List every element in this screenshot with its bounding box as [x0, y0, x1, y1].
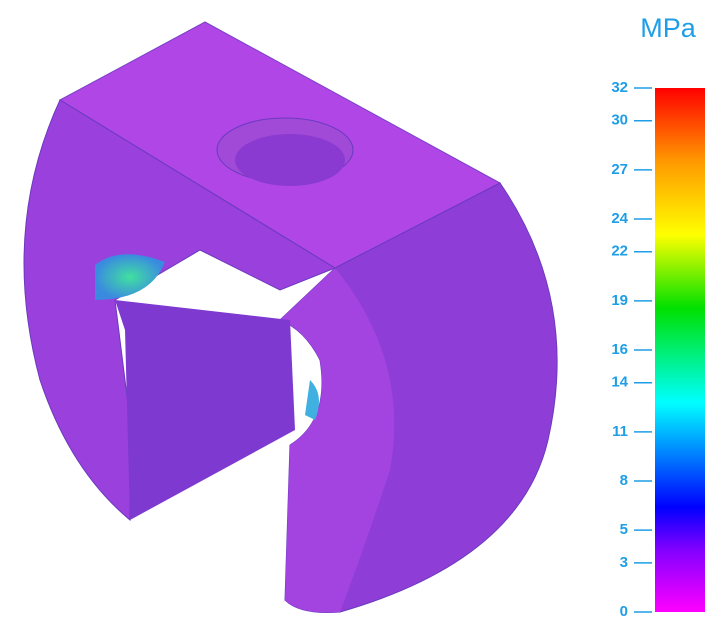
colorbar [655, 88, 705, 612]
tick-label: 22 [611, 243, 628, 260]
stress-view: MPa 0 3 5 8 11 14 16 19 22 24 27 30 32 [0, 0, 707, 623]
tick-label: 32 [611, 79, 628, 96]
tick-label: 30 [611, 112, 628, 129]
tick-label: 16 [611, 341, 628, 358]
unit-label: MPa [640, 13, 697, 43]
tick-label: 8 [620, 472, 628, 489]
tick-label: 24 [611, 210, 628, 227]
tick-label: 19 [611, 292, 628, 309]
model [24, 22, 557, 613]
tick-label: 11 [612, 423, 628, 440]
tick-label: 5 [620, 521, 628, 538]
tick-label: 27 [611, 161, 628, 178]
tick-label: 0 [620, 603, 628, 620]
tick-label: 3 [620, 554, 628, 571]
tick-label: 14 [611, 374, 628, 391]
